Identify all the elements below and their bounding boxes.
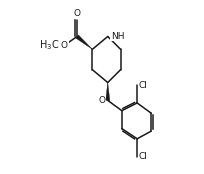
Text: 3: 3: [44, 49, 48, 54]
Text: NH: NH: [111, 32, 124, 41]
Text: O: O: [61, 41, 68, 50]
Polygon shape: [76, 35, 92, 49]
Text: C: C: [49, 41, 55, 50]
Text: O: O: [74, 9, 81, 18]
Text: Cl: Cl: [139, 81, 147, 90]
Text: O: O: [98, 96, 105, 105]
Polygon shape: [106, 82, 110, 100]
Text: Cl: Cl: [139, 152, 147, 161]
Text: $\mathregular{H_3C}$: $\mathregular{H_3C}$: [39, 39, 59, 52]
Text: H: H: [41, 41, 48, 50]
